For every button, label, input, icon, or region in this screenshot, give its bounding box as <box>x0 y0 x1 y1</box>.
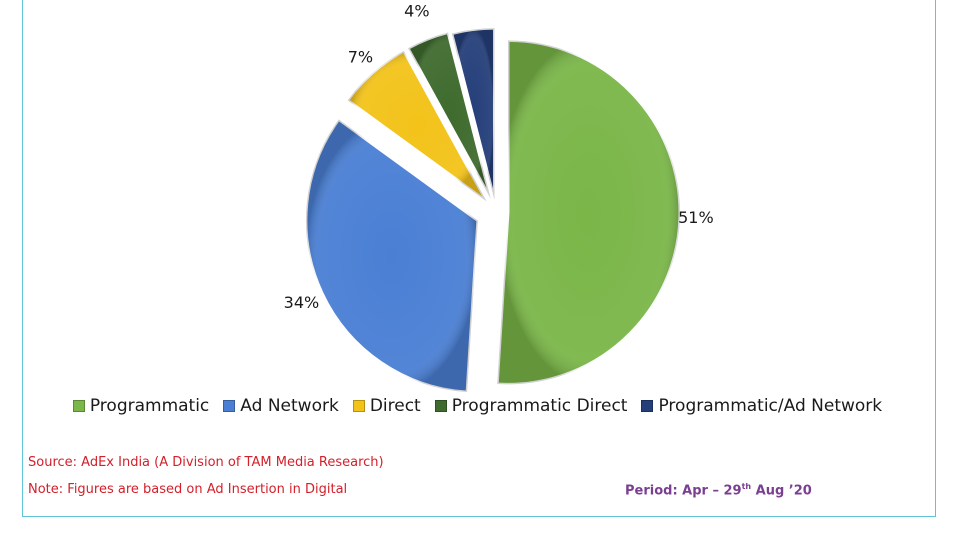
legend-label-programmatic: Programmatic <box>89 396 210 416</box>
pie-slice-shading-direct <box>347 50 487 202</box>
slice-label-direct: 7% <box>348 48 373 67</box>
legend-swatch-programmatic <box>72 400 85 412</box>
pie-slice-shading-ad-network <box>305 119 478 393</box>
legend-item-programmatic: Programmatic <box>72 396 210 416</box>
legend-label-programmatic-ad-network: Programmatic/Ad Network <box>658 396 883 416</box>
legend-item-programmatic-ad-network: Programmatic/Ad Network <box>641 396 882 416</box>
figures-note: Note: Figures are based on Ad Insertion … <box>28 482 348 497</box>
legend-swatch-programmatic-ad-network <box>641 400 654 412</box>
legend-label-direct: Direct <box>369 396 421 416</box>
chart-frame <box>22 0 936 517</box>
period-superscript: th <box>741 482 752 491</box>
legend-swatch-programmatic-direct <box>434 400 447 412</box>
slice-label-programmatic-direct: 4% <box>404 2 429 21</box>
legend-swatch-direct <box>352 400 365 412</box>
legend-label-programmatic-direct: Programmatic Direct <box>451 396 628 416</box>
legend-item-ad-network: Ad Network <box>223 396 339 416</box>
period-suffix: Aug ’20 <box>751 483 812 499</box>
legend-item-programmatic-direct: Programmatic Direct <box>434 396 628 416</box>
period-prefix: Period: Apr – 29 <box>625 483 742 499</box>
legend-label-ad-network: Ad Network <box>240 396 339 416</box>
legend: Programmatic Ad Network Direct Programmatic… <box>0 396 955 416</box>
source-note: Source: AdEx India (A Division of TAM Me… <box>28 455 384 470</box>
pie-slice-shading-programmatic-direct <box>407 32 491 199</box>
legend-item-direct: Direct <box>352 396 421 416</box>
legend-swatch-ad-network <box>223 400 236 412</box>
pie-slice-shading-programmatic-ad-network <box>451 28 495 201</box>
slice-label-ad-network: 34% <box>284 293 320 312</box>
pie-slice-shading-programmatic <box>497 40 680 385</box>
slice-label-programmatic: 51% <box>678 208 714 227</box>
pie-chart: 51%34%7%4%4% <box>284 2 714 394</box>
period-label: Period: Apr – 29th Aug ’20 <box>625 482 812 498</box>
